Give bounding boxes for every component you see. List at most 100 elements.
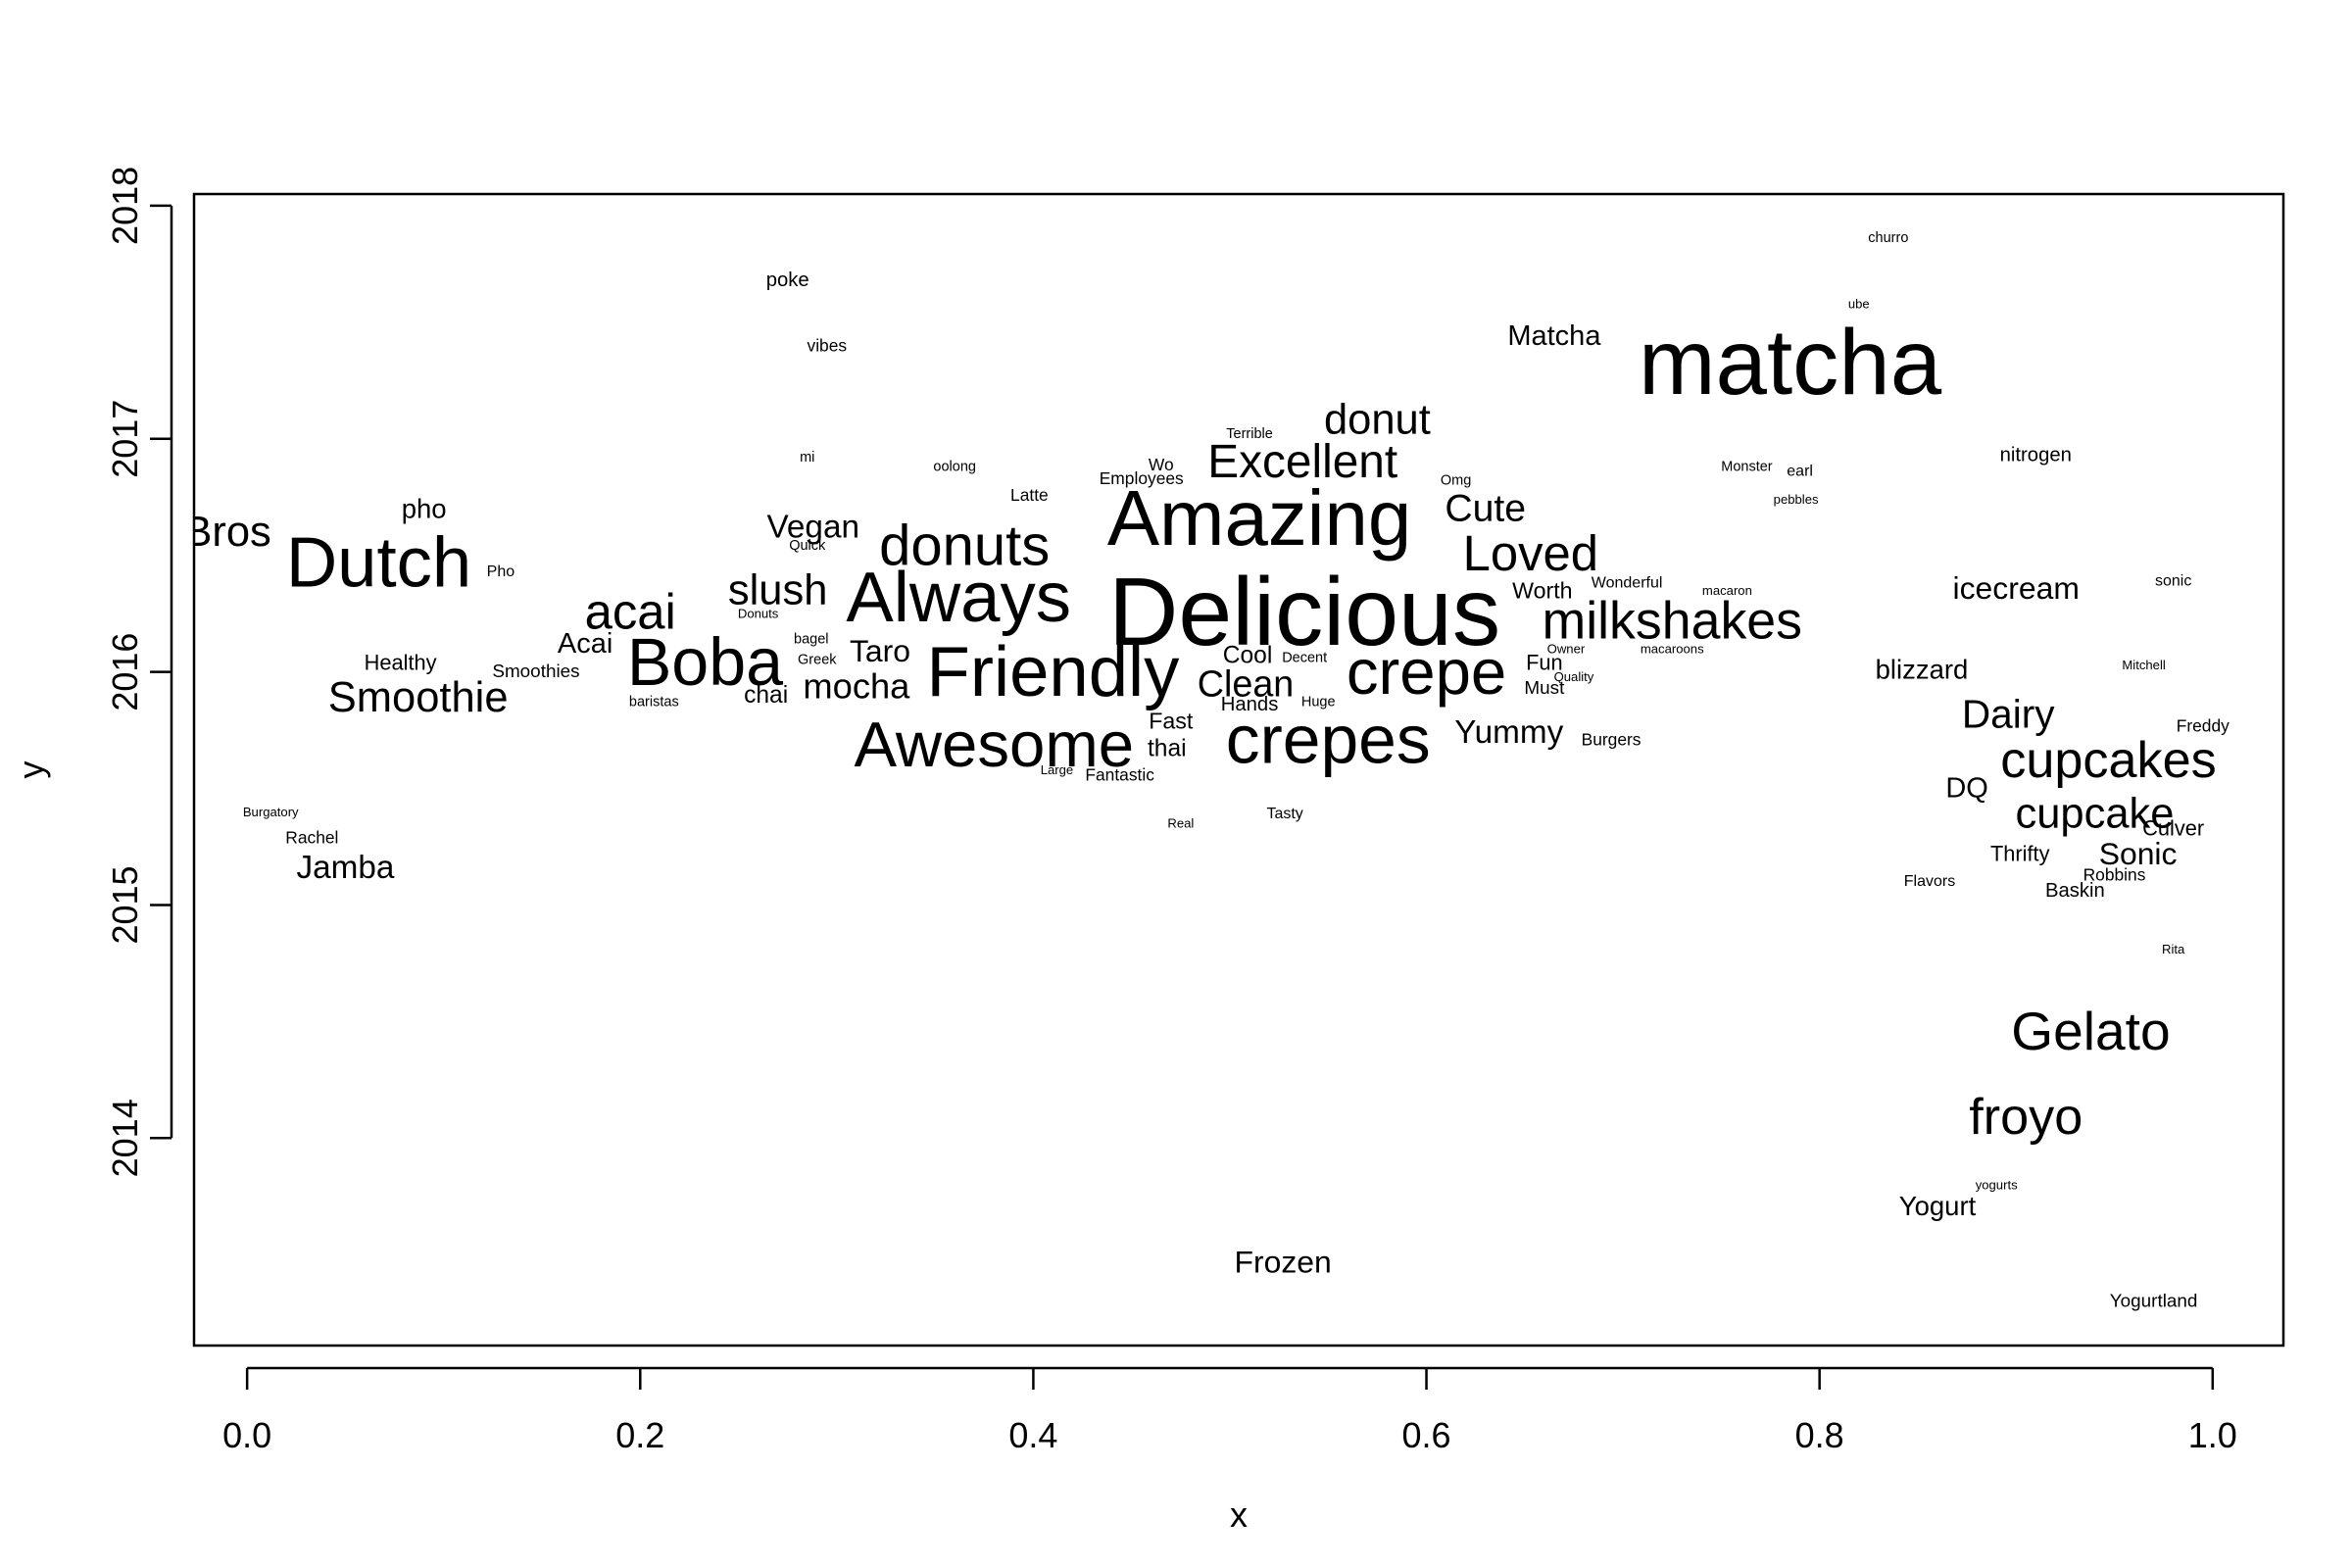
word-label: baristas xyxy=(629,695,679,710)
word-label: Acai xyxy=(558,628,612,660)
word-label: nitrogen xyxy=(2000,444,2072,466)
word-label: donuts xyxy=(879,514,1050,578)
word-label: bagel xyxy=(794,631,828,647)
x-tick-label: 0.8 xyxy=(1795,1415,1844,1455)
word-labels: churro poke vibes ube Matcha matcha donut Terri… xyxy=(183,230,2230,1311)
word-label: Delicious xyxy=(1108,558,1500,665)
y-tick-label: 2018 xyxy=(105,167,145,245)
word-label: Amazing xyxy=(1107,474,1411,562)
word-label: DQ xyxy=(1945,773,1988,805)
x-tick-label: 0.4 xyxy=(1008,1415,1057,1455)
x-tick-label: 0.6 xyxy=(1402,1415,1451,1455)
word-label: Real xyxy=(1167,816,1194,831)
word-label: mi xyxy=(800,450,814,466)
word-label: Employees xyxy=(1100,468,1184,488)
word-label: Rita xyxy=(2162,942,2185,956)
word-label: milkshakes xyxy=(1542,591,1802,650)
word-label: earl xyxy=(1787,464,1813,480)
word-label: Omg xyxy=(1441,473,1471,489)
word-label: Yogurtland xyxy=(2110,1291,2198,1311)
word-label: Friendly xyxy=(927,632,1181,711)
word-label: yogurts xyxy=(1976,1177,2018,1192)
word-label: Burgatory xyxy=(243,805,299,819)
word-label: oolong xyxy=(933,459,976,474)
word-label: Baskin xyxy=(2045,880,2105,902)
word-label: matcha xyxy=(1639,311,1942,414)
word-label: cupcake xyxy=(2015,791,2174,838)
word-label: Frozen xyxy=(1234,1244,1331,1279)
y-tick-label: 2016 xyxy=(105,633,145,711)
word-label: Taro xyxy=(850,633,910,668)
word-label: crepes xyxy=(1226,702,1431,778)
y-tick-label: 2017 xyxy=(105,400,145,478)
y-axis: 2014 2015 2016 2017 2018 xyxy=(105,167,173,1177)
word-label: Smoothie xyxy=(328,674,509,721)
word-label: Robbins xyxy=(2083,865,2146,885)
word-label: Fast xyxy=(1149,709,1194,734)
word-label: Yogurt xyxy=(1899,1191,1977,1221)
word-label: Excellent xyxy=(1207,436,1397,488)
word-label: Monster xyxy=(1721,459,1773,474)
word-label: Flavors xyxy=(1904,873,1955,890)
word-label: Burgers xyxy=(1582,730,1642,750)
word-label: Rachel xyxy=(285,827,338,847)
word-label: Worth xyxy=(1512,577,1572,603)
word-label: Bros xyxy=(183,509,270,556)
word-label: Awesome xyxy=(855,709,1135,780)
word-label: pebbles xyxy=(1774,492,1819,507)
word-label: Pho xyxy=(487,564,515,580)
word-label: mocha xyxy=(803,665,910,706)
word-label: Cute xyxy=(1445,488,1526,530)
word-label: vibes xyxy=(808,336,848,356)
word-label: churro xyxy=(1868,230,1908,246)
y-tick-label: 2014 xyxy=(105,1099,145,1177)
word-label: froyo xyxy=(1969,1089,2082,1146)
word-label: Mitchell xyxy=(2122,658,2165,672)
word-label: Boba xyxy=(627,625,783,700)
word-label: pho xyxy=(402,494,447,524)
word-label: Culver xyxy=(2142,815,2204,840)
word-label: Clean xyxy=(1198,662,1294,704)
word-label: icecream xyxy=(1953,570,2080,606)
word-label: crepe xyxy=(1347,636,1506,708)
word-label: Dutch xyxy=(286,522,471,602)
word-label: Wo xyxy=(1149,455,1174,474)
word-label: Fun xyxy=(1526,651,1563,675)
word-label: Quick xyxy=(789,538,826,554)
x-axis: 0.0 0.2 0.4 0.6 0.8 1.0 xyxy=(222,1366,2237,1455)
word-label: macaron xyxy=(1702,583,1752,598)
word-label: Wonderful xyxy=(1592,575,1663,592)
word-label: Vegan xyxy=(767,510,859,546)
x-axis-label: x xyxy=(1230,1494,1248,1535)
word-label: Healthy xyxy=(365,651,437,675)
word-label: Thrifty xyxy=(1990,842,2050,866)
word-label: Hands xyxy=(1221,694,1279,715)
word-label: Cool xyxy=(1223,642,1273,668)
word-label: Owner xyxy=(1547,641,1586,656)
y-axis-label: y xyxy=(11,761,51,779)
word-label: Tasty xyxy=(1266,806,1302,822)
word-label: Must xyxy=(1524,678,1565,699)
word-label: Greek xyxy=(798,653,837,668)
word-label: ube xyxy=(1848,296,1870,311)
y-tick-label: 2015 xyxy=(105,865,145,944)
word-label: Sonic xyxy=(2099,836,2178,871)
word-label: blizzard xyxy=(1876,655,1969,685)
word-label: chai xyxy=(744,682,788,709)
x-tick-label: 0.0 xyxy=(222,1415,271,1455)
word-label: thai xyxy=(1148,736,1187,762)
word-label: donut xyxy=(1324,397,1431,444)
word-label: slush xyxy=(728,566,828,613)
word-label: Freddy xyxy=(2177,715,2230,735)
word-label: Terrible xyxy=(1226,426,1273,442)
plot-frame xyxy=(192,192,2285,1348)
word-label: Smoothies xyxy=(492,662,579,682)
word-label: Matcha xyxy=(1507,320,1601,352)
word-label: Latte xyxy=(1010,485,1049,505)
word-label: macaroons xyxy=(1641,641,1704,656)
word-label: Gelato xyxy=(2011,1001,2170,1061)
word-label: Quality xyxy=(1554,669,1594,684)
word-label: Huge xyxy=(1301,695,1336,710)
